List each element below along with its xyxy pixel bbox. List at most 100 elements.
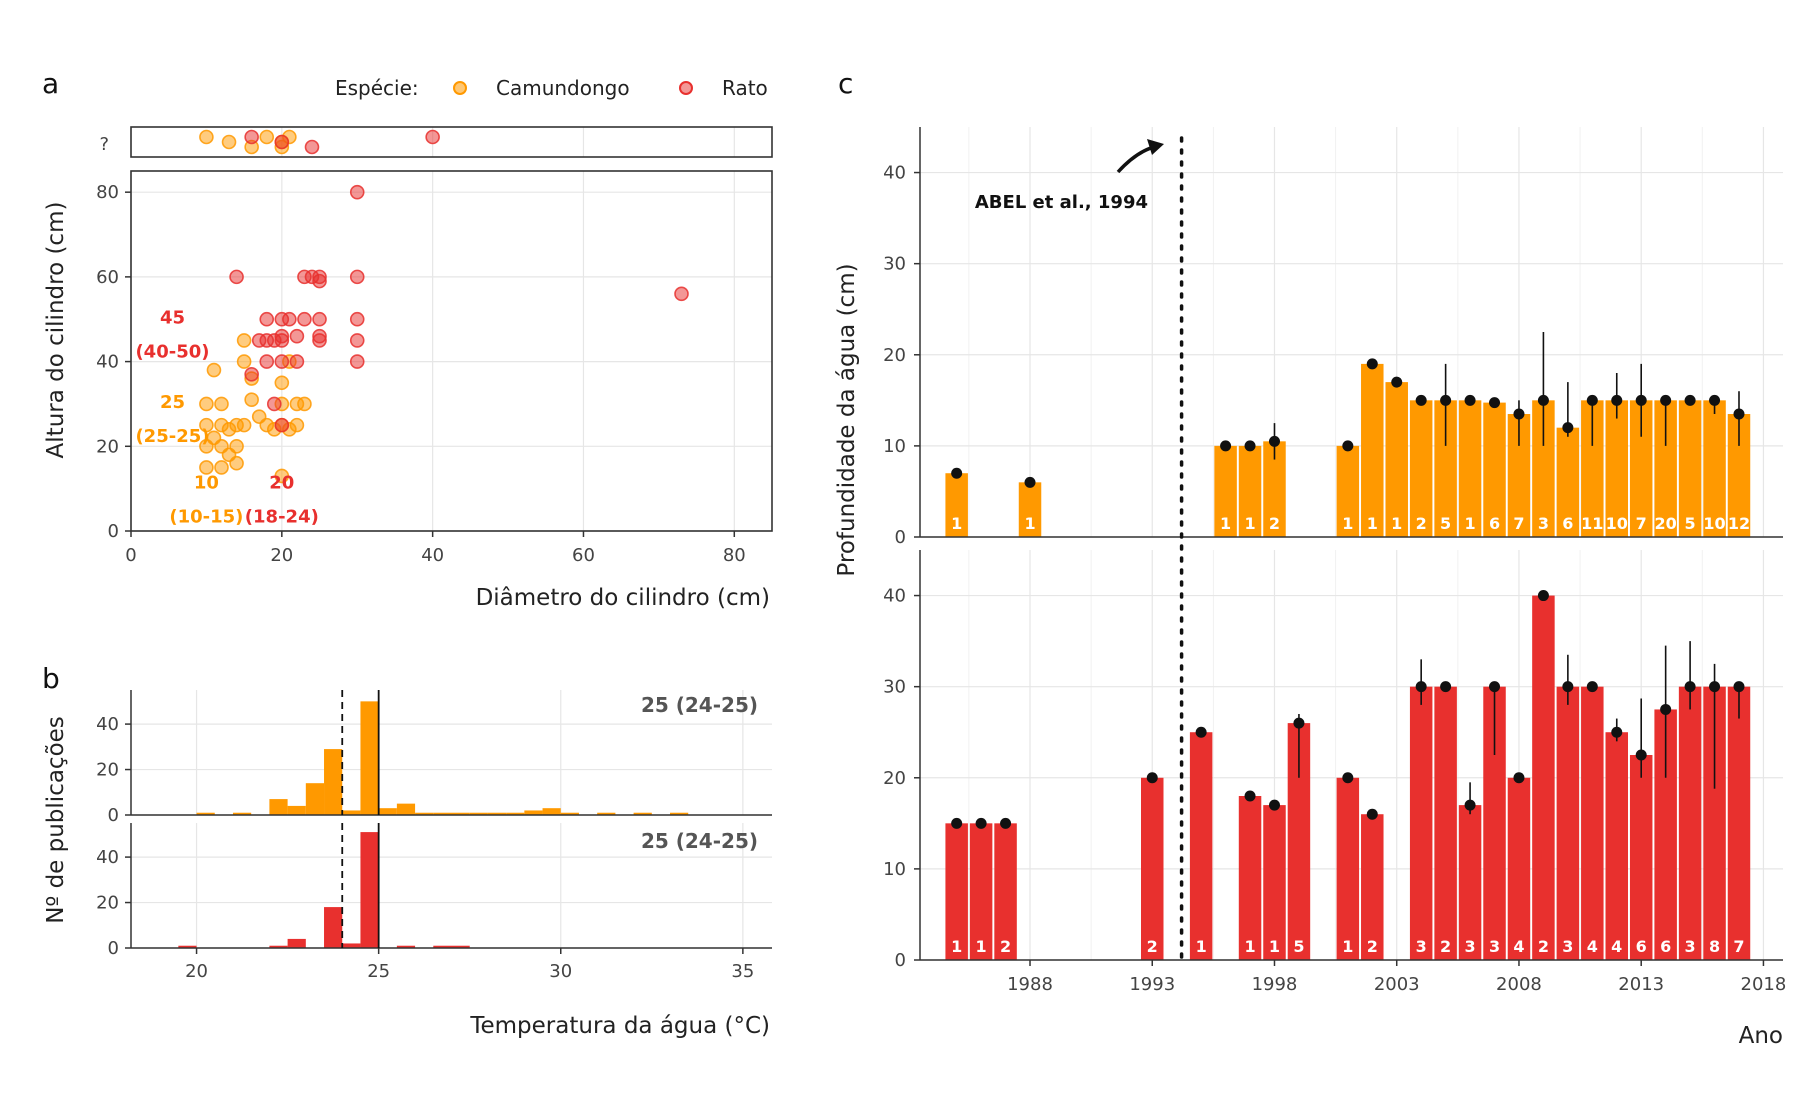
histogram-bar-rato <box>396 945 416 948</box>
year-bar-rato <box>969 823 993 960</box>
panel-a-y-tick-label: 40 <box>96 352 119 373</box>
year-bar-median-point <box>1244 790 1256 802</box>
year-bar-camundongo <box>1409 400 1433 537</box>
panel-a-summary-label: (40-50) <box>135 341 209 362</box>
scatter-point-rato <box>297 311 312 327</box>
scatter-point-rato <box>289 328 305 344</box>
scatter-point-rato <box>289 354 305 369</box>
year-bar-count-label: 1 <box>951 937 962 956</box>
year-bar-count-label: 1 <box>976 937 987 956</box>
panel-b-y-tick-label: 0 <box>108 938 119 959</box>
histogram-bar-camundongo <box>469 812 488 815</box>
scatter-point-camundongo <box>274 375 290 391</box>
scatter-point-rato <box>266 396 282 412</box>
year-bar-camundongo <box>1018 482 1042 537</box>
year-bar-count-label: 1 <box>951 514 962 533</box>
scatter-point-camundongo <box>236 333 252 348</box>
year-bar-camundongo <box>1238 445 1262 537</box>
histogram-bar-rato <box>287 938 306 948</box>
year-bar-median-point <box>1537 590 1549 602</box>
year-bar-rato <box>1727 686 1751 960</box>
panel-c-y-tick-label: 40 <box>883 163 906 184</box>
year-bar-median-point <box>1244 440 1256 452</box>
panel-a-summary-label: 25 <box>160 392 185 413</box>
histogram-bar-rato <box>433 945 452 948</box>
panel-c-y-tick-label: 20 <box>883 768 906 789</box>
year-bar-median-point <box>1489 681 1501 693</box>
year-bar-count-label: 10 <box>1606 514 1628 533</box>
year-bar-median-point <box>1391 376 1403 388</box>
panel-a-ticks: 0 20 40 60 80 0 20 40 60 80 <box>96 182 746 566</box>
histogram-bar-camundongo <box>232 812 252 815</box>
unknown-height-point-camundongo <box>259 129 275 145</box>
panel-c-y-tick-label: 0 <box>895 950 906 971</box>
year-bar-median-point <box>1660 703 1672 715</box>
scatter-point-camundongo <box>289 417 305 433</box>
year-bar-median-point <box>1733 681 1745 693</box>
panel-a-y-tick-label: 0 <box>108 521 119 542</box>
panel-a-points <box>199 129 689 484</box>
year-bar-camundongo <box>945 473 968 537</box>
scatter-point-rato <box>349 311 365 327</box>
year-bar-rato <box>1263 805 1286 960</box>
year-bar-count-label: 6 <box>1636 937 1647 956</box>
scatter-point-camundongo <box>236 417 252 433</box>
legend-title: Espécie: <box>335 76 419 100</box>
year-bar-rato <box>1458 805 1482 960</box>
year-bar-camundongo <box>1507 414 1531 537</box>
year-bar-rato <box>1507 777 1531 960</box>
histogram-bar-camundongo <box>670 812 689 815</box>
year-bar-median-point <box>1366 358 1378 370</box>
scatter-point-rato <box>274 354 290 369</box>
panel-a-scatter: ? 45 (40-50) 25 (25-25) 10 (10-15) 20 (18-24) 0… <box>43 126 773 611</box>
year-bar-count-label: 5 <box>1440 514 1451 533</box>
legend-key-rato <box>679 81 693 95</box>
year-bar-median-point <box>1000 817 1012 829</box>
abel-reference-annotation: ABEL et al., 1994 <box>975 139 1164 213</box>
year-bar-rato <box>1141 777 1164 960</box>
panel-a-summary-label: (25-25) <box>135 426 209 447</box>
year-bar-camundongo <box>1678 400 1702 537</box>
panel-c-y-tick-label: 10 <box>883 859 906 880</box>
panel-c-y-tick-label: 10 <box>883 436 906 457</box>
year-bar-median-point <box>1684 394 1696 406</box>
histogram-bar-camundongo <box>633 812 652 815</box>
year-bar-rato <box>1703 686 1726 960</box>
year-bar-camundongo <box>1556 427 1580 537</box>
panel-letter-a: a <box>42 67 59 100</box>
scatter-point-rato <box>259 311 275 327</box>
year-bar-count-label: 4 <box>1587 937 1598 956</box>
year-bar-median-point <box>1146 772 1158 784</box>
histogram-bar-camundongo <box>378 808 397 815</box>
panel-a-x-tick-label: 80 <box>723 545 746 566</box>
year-bar-count-label: 1 <box>1196 937 1207 956</box>
year-bar-camundongo <box>1629 400 1653 537</box>
year-bar-camundongo <box>1434 400 1457 537</box>
scatter-point-camundongo <box>297 396 312 412</box>
year-bar-rato <box>1336 777 1360 960</box>
histogram-bar-rato <box>178 945 197 948</box>
year-bar-rato <box>945 823 968 960</box>
scatter-point-camundongo <box>229 455 244 471</box>
panel-a-unknown-strip <box>130 126 773 158</box>
panel-c-y-title: Profundidade da água (cm) <box>834 263 860 576</box>
year-bar-median-point <box>1513 772 1525 784</box>
scatter-point-rato <box>312 273 327 289</box>
abel-arrow-head <box>1147 139 1164 155</box>
year-bar-median-point <box>1268 799 1280 811</box>
year-bar-count-label: 2 <box>1538 937 1549 956</box>
panel-a-summary-label: 45 <box>160 307 185 328</box>
unknown-height-point-rato <box>425 129 440 145</box>
scatter-point-rato <box>312 311 327 327</box>
year-bar-count-label: 1 <box>1244 514 1255 533</box>
year-bar-median-point <box>1415 681 1427 693</box>
year-bar-count-label: 6 <box>1660 937 1671 956</box>
year-bar-rato <box>1581 686 1604 960</box>
histogram-bar-camundongo <box>451 812 470 815</box>
scatter-point-camundongo <box>199 417 214 433</box>
year-bar-median-point <box>1635 394 1647 406</box>
scatter-point-camundongo <box>229 438 244 454</box>
panel-letter-b: b <box>42 662 60 695</box>
panel-a-y-title: Altura do cilindro (cm) <box>43 202 69 459</box>
year-bar-median-point <box>1709 394 1721 406</box>
